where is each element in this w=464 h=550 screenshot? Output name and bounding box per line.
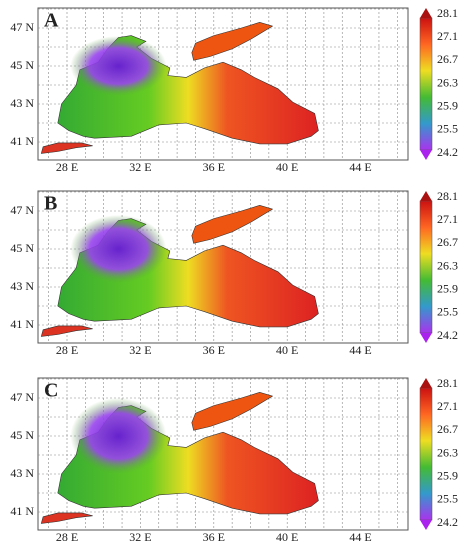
colorbar xyxy=(419,387,433,521)
lat-label: 47 N xyxy=(10,390,34,404)
colorbar-bottom xyxy=(420,150,432,160)
colorbar-label: 27.1 xyxy=(437,212,458,226)
colorbar-bottom xyxy=(420,333,432,343)
lon-label: 28 E xyxy=(56,530,78,544)
lon-label: 28 E xyxy=(56,343,78,357)
colorbar-label: 27.1 xyxy=(437,399,458,413)
colorbar-label: 26.3 xyxy=(437,445,458,459)
lon-label: 36 E xyxy=(203,160,225,174)
marmara-field xyxy=(40,325,93,337)
lon-label: 32 E xyxy=(129,160,151,174)
lat-label: 45 N xyxy=(10,58,34,72)
lon-label: 32 E xyxy=(129,530,151,544)
lat-label: 43 N xyxy=(10,96,34,110)
lat-label: 41 N xyxy=(10,317,34,331)
lon-label: 36 E xyxy=(203,530,225,544)
azov-field xyxy=(191,21,274,61)
colorbar-label: 26.3 xyxy=(437,75,458,89)
map-panel: A 47 N 45 N 43 N 41 N 28 E 32 E 36 E 40 E 44 E 28.… xyxy=(10,6,458,174)
lat-label: 41 N xyxy=(10,504,34,518)
marmara-field xyxy=(40,142,93,154)
marmara-field xyxy=(40,512,93,524)
panel-label: B xyxy=(44,193,57,215)
colorbar-label: 25.5 xyxy=(437,305,458,319)
lon-label: 44 E xyxy=(349,160,371,174)
colorbar-bottom xyxy=(420,520,432,530)
colorbar-label: 25.9 xyxy=(437,281,458,295)
lon-label: 44 E xyxy=(349,343,371,357)
panel-label: C xyxy=(44,380,58,402)
lat-label: 45 N xyxy=(10,428,34,442)
azov-field xyxy=(191,204,274,244)
lon-label: 44 E xyxy=(349,530,371,544)
colorbar-label: 25.9 xyxy=(437,468,458,482)
colorbar-top xyxy=(420,378,432,388)
map-panel: B 47 N 45 N 43 N 41 N 28 E 32 E 36 E 40 E 44 E 28.… xyxy=(10,189,458,357)
lon-label: 28 E xyxy=(56,160,78,174)
lat-label: 47 N xyxy=(10,20,34,34)
lat-label: 43 N xyxy=(10,279,34,293)
azov-field xyxy=(191,391,274,431)
lat-label: 43 N xyxy=(10,466,34,480)
lat-label: 47 N xyxy=(10,203,34,217)
lat-label: 45 N xyxy=(10,241,34,255)
colorbar-label: 28.1 xyxy=(437,189,458,203)
colorbar-label: 25.9 xyxy=(437,98,458,112)
colorbar-label: 24.2 xyxy=(437,328,458,342)
colorbar xyxy=(419,200,433,334)
colorbar-label: 26.3 xyxy=(437,258,458,272)
colorbar-label: 26.7 xyxy=(437,422,458,436)
cold-anomaly xyxy=(70,398,167,474)
colorbar-label: 26.7 xyxy=(437,52,458,66)
colorbar-label: 24.2 xyxy=(437,515,458,529)
lon-label: 36 E xyxy=(203,343,225,357)
colorbar-top xyxy=(420,191,432,201)
colorbar xyxy=(419,17,433,151)
lon-label: 40 E xyxy=(276,343,298,357)
lon-label: 40 E xyxy=(276,530,298,544)
colorbar-label: 25.5 xyxy=(437,122,458,136)
colorbar-label: 24.2 xyxy=(437,145,458,159)
lon-label: 40 E xyxy=(276,160,298,174)
cold-anomaly xyxy=(70,215,167,283)
colorbar-label: 28.1 xyxy=(437,376,458,390)
map-panel: C 47 N 45 N 43 N 41 N 28 E 32 E 36 E 40 E 44 E 28.… xyxy=(10,376,458,544)
colorbar-label: 25.5 xyxy=(437,492,458,506)
lon-label: 32 E xyxy=(129,343,151,357)
cold-anomaly xyxy=(70,36,167,96)
colorbar-label: 28.1 xyxy=(437,6,458,20)
colorbar-top xyxy=(420,8,432,18)
colorbar-label: 27.1 xyxy=(437,29,458,43)
lat-label: 41 N xyxy=(10,134,34,148)
colorbar-label: 26.7 xyxy=(437,235,458,249)
panel-label: A xyxy=(44,10,59,32)
